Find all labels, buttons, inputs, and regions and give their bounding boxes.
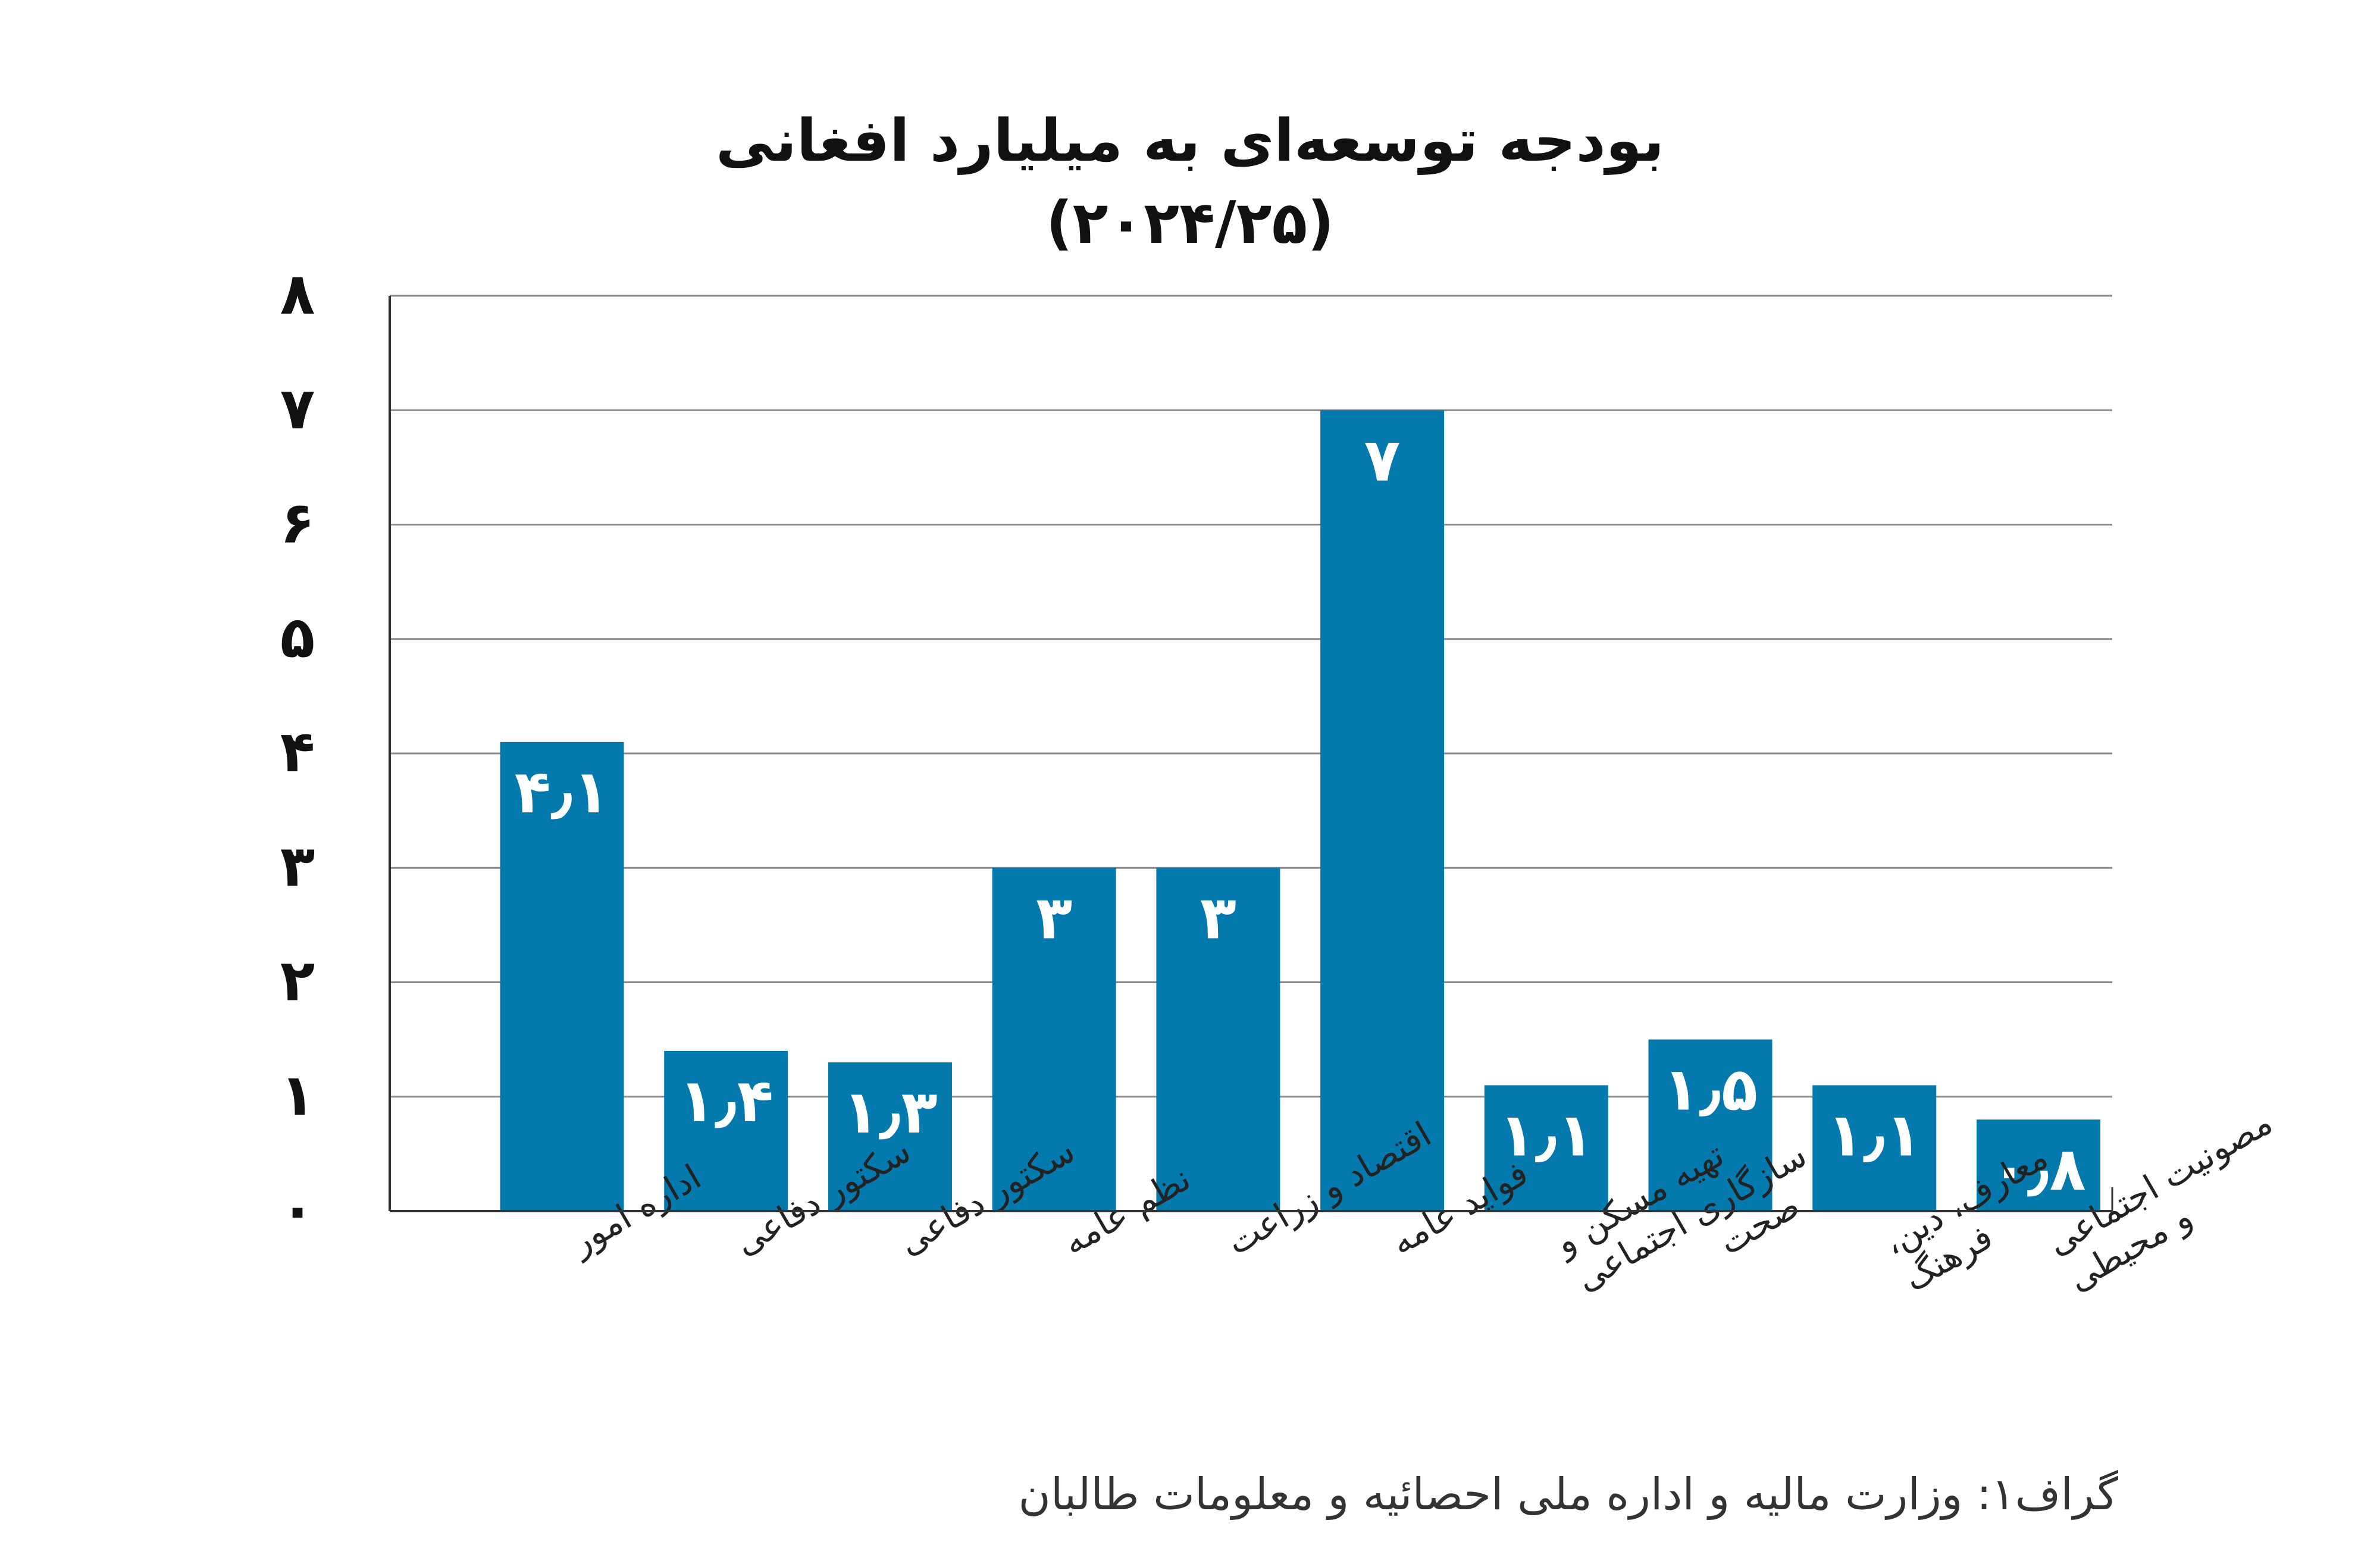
bar	[1976, 1119, 2100, 1211]
bar-value-label: ۱٫۳	[843, 1077, 937, 1147]
bar	[664, 1050, 788, 1211]
chart-subtitle: (۲۰۲۴/۲۵)	[1045, 189, 1335, 257]
bar-value-label: ۱٫۱	[1827, 1100, 1921, 1170]
source-caption: گراف۱: وزارت مالیه و اداره ملی احصائیه و…	[1018, 1469, 2118, 1520]
bar-value-label: ۰٫۸	[1991, 1134, 2085, 1204]
bar	[992, 868, 1116, 1211]
y-tick-label: ۶	[280, 490, 315, 556]
bar-value-label: ۳	[1200, 883, 1236, 952]
bar	[1812, 1085, 1937, 1211]
bar-value-label: ۴٫۱	[515, 757, 609, 827]
y-tick-label: ۲	[280, 947, 315, 1014]
bar	[500, 742, 624, 1211]
y-tick-label: ۴	[280, 718, 315, 785]
bar	[1484, 1085, 1608, 1211]
y-tick-label: ۰	[280, 1176, 315, 1243]
y-tick-label: ۵	[280, 604, 315, 671]
bar-value-label: ۱٫۵	[1663, 1055, 1758, 1124]
y-tick-label: ۱	[280, 1062, 315, 1128]
y-tick-label: ۳	[280, 833, 315, 899]
bar	[1156, 868, 1280, 1211]
bar-value-label: ۱٫۴	[678, 1066, 773, 1136]
bar	[1320, 410, 1445, 1211]
bars: ۴٫۱ ۱٫۴ ۱٫۳ ۳ ۳ ۷ ۱٫۱ ۱٫۵ ۱٫۱ ۰٫۸	[500, 410, 2100, 1211]
bar-value-label: ۷	[1364, 425, 1401, 495]
bar-value-label: ۳	[1036, 883, 1072, 952]
axes	[389, 296, 2113, 1212]
bar	[1648, 1039, 1773, 1211]
y-tick-label: ۷	[280, 375, 315, 442]
bar-value-label: ۱٫۱	[1499, 1100, 1593, 1170]
y-tick-label: ۸	[280, 261, 315, 327]
y-axis-ticks: ۰ ۱ ۲ ۳ ۴ ۵ ۶ ۷ ۸	[280, 261, 315, 1243]
chart-title: بودجه توسعه‌ای به میلیارد افغانی	[715, 107, 1665, 175]
bar	[828, 1062, 952, 1211]
